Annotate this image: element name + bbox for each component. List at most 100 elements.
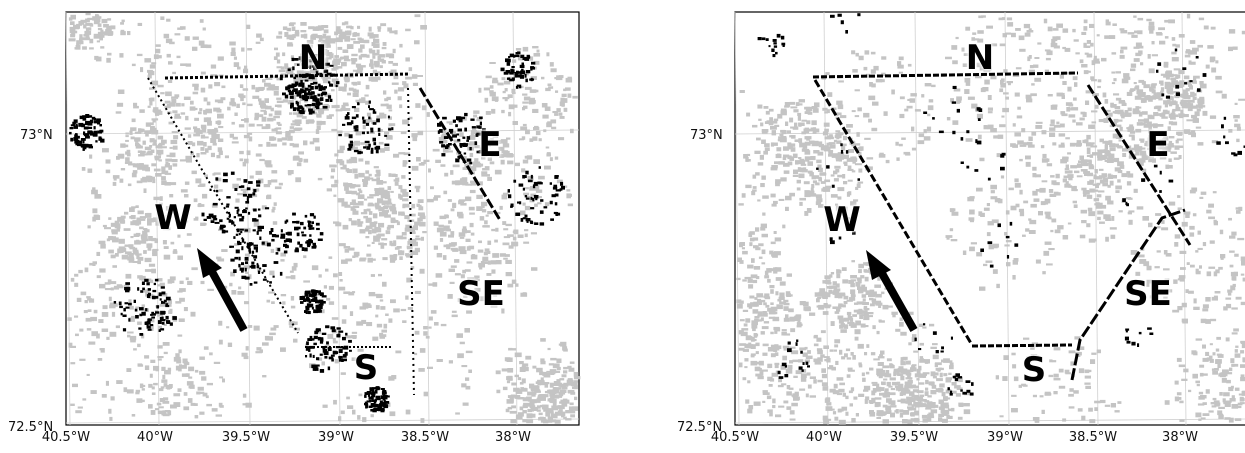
cloud-pixel [1195,126,1202,129]
cloud-pixel [738,203,744,206]
cloud-pixel [1144,95,1151,99]
cloud-pixel [317,108,325,113]
cloud-pixel [1007,82,1011,86]
cloud-pixel [1179,250,1187,254]
cloud-pixel [140,67,144,73]
cloud-pixel [761,326,769,330]
cloud-pixel [1113,118,1119,123]
cloud-pixel [139,216,146,219]
cloud-pixel [417,212,425,216]
cloud-pixel [90,316,97,322]
cloud-pixel [550,68,557,73]
cloud-pixel [306,40,314,44]
cloud-pixel [938,413,944,417]
cloud-pixel [87,309,92,312]
cloud-pixel [363,209,367,214]
cloud-pixel [877,276,881,281]
cloud-pixel [1148,68,1155,74]
cloud-pixel [451,310,457,313]
cloud-pixel [1015,28,1021,31]
cloud-pixel [288,22,295,27]
cloud-pixel [366,322,373,327]
cloud-pixel [379,112,385,117]
cloud-pixel [764,296,771,300]
region-label-se: SE [457,274,505,314]
cloud-pixel [558,137,565,141]
dark-pixel [336,81,340,85]
cloud-pixel [172,110,178,114]
cloud-pixel [494,239,498,243]
cloud-pixel [1128,156,1135,159]
cloud-pixel [747,408,753,414]
cloud-pixel [1056,23,1063,28]
cloud-pixel [1159,80,1164,84]
cloud-pixel [996,153,1001,158]
cloud-pixel [160,16,165,20]
cloud-pixel [86,296,91,299]
cloud-pixel [157,313,164,317]
cloud-pixel [798,138,803,144]
cloud-pixel [217,99,224,104]
cloud-pixel [202,392,208,397]
cloud-pixel [207,288,214,291]
cloud-pixel [352,168,358,174]
dark-pixel [329,83,332,87]
cloud-pixel [97,31,104,37]
cloud-pixel [1128,134,1135,137]
cloud-pixel [308,119,314,124]
dark-pixel [524,214,528,218]
cloud-pixel [131,414,136,417]
cloud-pixel [777,113,783,119]
cloud-pixel [89,47,94,50]
cloud-pixel [565,410,572,414]
dark-pixel [248,251,252,254]
cloud-pixel [284,66,289,70]
dark-pixel [139,333,144,336]
cloud-pixel [326,44,331,48]
cloud-pixel [179,280,184,284]
cloud-pixel [148,236,153,241]
cloud-pixel [147,218,154,223]
dark-pixel [456,133,460,136]
cloud-pixel [904,381,910,387]
cloud-pixel [468,245,475,250]
dark-pixel [349,349,352,352]
cloud-pixel [1128,219,1133,225]
cloud-pixel [761,369,768,372]
cloud-pixel [836,306,841,312]
cloud-pixel [822,131,829,136]
dark-pixel [297,105,301,108]
cloud-pixel [238,286,242,290]
cloud-pixel [1045,213,1051,219]
cloud-pixel [787,364,793,370]
cloud-pixel [836,100,843,105]
dark-pixel [365,402,368,406]
dark-pixel [524,73,527,78]
cloud-pixel [400,308,407,312]
cloud-pixel [358,158,364,162]
cloud-pixel [1056,36,1061,40]
cloud-pixel [316,120,322,126]
cloud-pixel [164,100,171,104]
dark-pixel [153,282,156,286]
cloud-pixel [379,148,385,153]
cloud-pixel [161,176,166,181]
cloud-pixel [1213,271,1218,277]
cloud-pixel [1097,210,1104,215]
cloud-pixel [254,112,260,118]
cloud-pixel [276,77,282,81]
cloud-pixel [473,114,478,118]
cloud-pixel [1228,129,1233,133]
cloud-pixel [82,46,87,50]
cloud-pixel [1231,363,1239,367]
cloud-pixel [1198,396,1205,400]
cloud-pixel [93,33,100,36]
cloud-pixel [552,383,559,386]
cloud-pixel [823,345,829,349]
cloud-pixel [128,299,132,303]
cloud-pixel [1019,189,1023,195]
dark-pixel [361,131,365,135]
cloud-pixel [563,366,568,370]
cloud-pixel [232,136,238,140]
cloud-pixel [504,98,508,102]
